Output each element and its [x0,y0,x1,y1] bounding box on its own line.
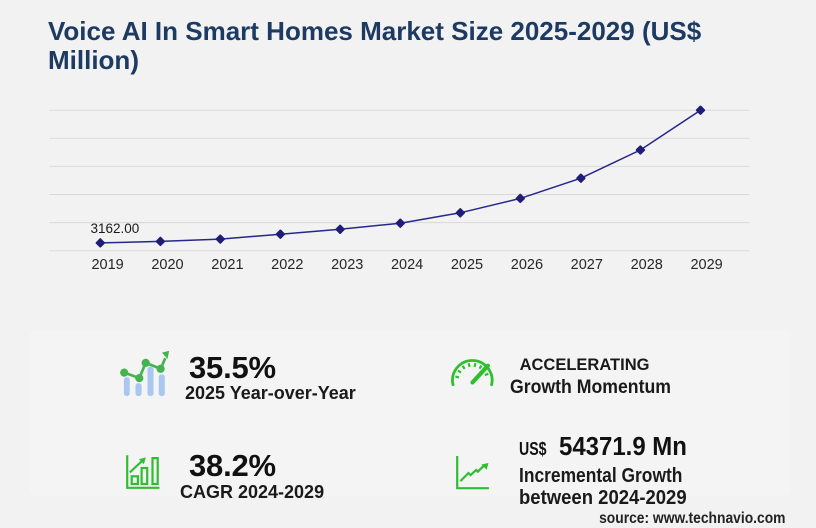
svg-text:2024: 2024 [391,257,423,273]
svg-text:2023: 2023 [331,257,363,273]
svg-text:2021: 2021 [211,257,243,273]
svg-text:2022: 2022 [271,257,303,273]
svg-text:3162.00: 3162.00 [91,221,140,236]
svg-text:2027: 2027 [571,257,603,273]
svg-text:2025: 2025 [451,257,483,273]
svg-text:2026: 2026 [511,257,543,273]
svg-text:2029: 2029 [690,257,722,273]
svg-text:2028: 2028 [631,257,663,273]
svg-text:2019: 2019 [91,257,123,273]
svg-text:2020: 2020 [151,257,183,273]
